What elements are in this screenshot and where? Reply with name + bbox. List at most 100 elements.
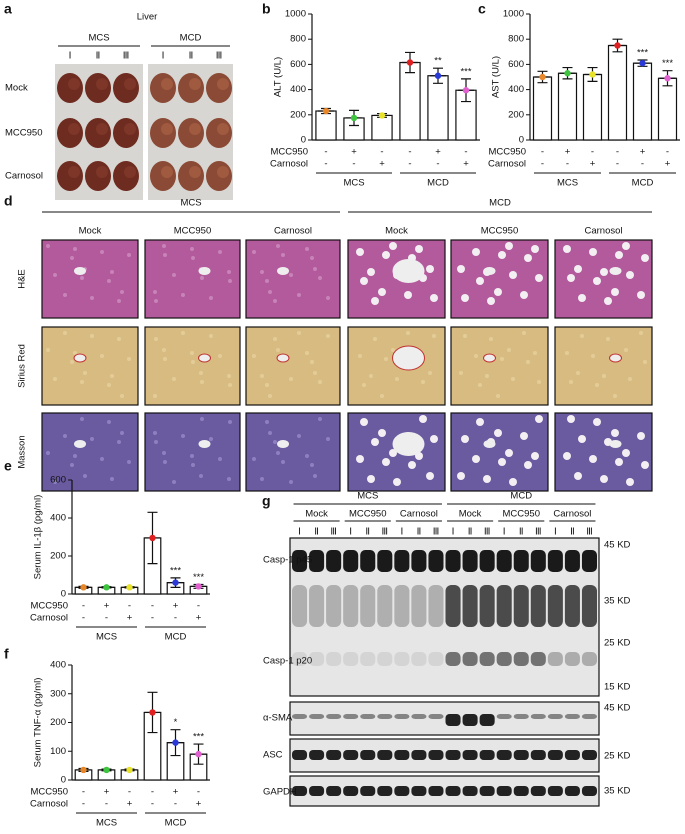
y-tick-label: 600 <box>508 59 524 70</box>
tissue-texture <box>421 380 425 384</box>
condition-sign: + <box>379 159 385 170</box>
tissue-texture <box>567 274 575 282</box>
column-label: Carnosol <box>584 226 622 237</box>
tissue-texture <box>408 461 416 469</box>
significance: *** <box>193 572 204 583</box>
histology-image <box>450 412 549 492</box>
condition-sign: - <box>105 613 108 624</box>
tissue-texture <box>489 337 493 341</box>
tissue-texture <box>153 431 157 435</box>
band <box>564 714 580 719</box>
mean-dot <box>126 584 133 591</box>
bar <box>607 44 628 141</box>
tissue-texture <box>404 291 412 299</box>
tissue-texture <box>228 279 232 283</box>
vessel <box>73 353 87 363</box>
band <box>547 550 563 572</box>
tissue-texture <box>273 299 277 303</box>
treatment-label: Carnosol <box>553 509 591 520</box>
tissue-texture <box>191 360 195 364</box>
treatment-label: Mock <box>459 509 482 520</box>
group-label: MCD <box>165 818 187 829</box>
tissue-texture <box>371 438 379 446</box>
tissue-texture <box>378 429 386 437</box>
band <box>445 714 461 726</box>
tissue-texture <box>318 276 322 280</box>
histology-image <box>144 326 241 406</box>
condition-label: Carnosol <box>270 159 308 170</box>
row-label: Carnosol <box>5 171 43 182</box>
band-label: GAPDH <box>263 787 297 798</box>
panel-label: c <box>478 1 486 17</box>
band <box>564 652 580 666</box>
condition-sign: - <box>151 787 154 798</box>
tissue-texture <box>310 463 314 467</box>
tissue-texture <box>369 374 373 378</box>
replicate-label: Ⅰ <box>162 51 165 62</box>
marker-label: 35 KD <box>604 596 631 607</box>
tissue-texture <box>200 417 204 421</box>
histology-image <box>554 326 653 406</box>
band <box>377 550 393 572</box>
tissue-texture <box>53 480 57 484</box>
tissue-texture <box>120 394 124 398</box>
band <box>343 550 359 572</box>
mean-dot <box>103 584 110 591</box>
row-label: H&E <box>17 269 28 289</box>
tissue-texture <box>606 337 610 341</box>
band <box>547 714 563 719</box>
band <box>360 585 376 627</box>
y-axis-label: AST (U/L) <box>491 56 502 98</box>
liver-lobe <box>68 78 80 90</box>
condition-sign: + <box>665 159 671 170</box>
tissue-texture <box>326 437 330 441</box>
tissue-texture <box>252 354 256 358</box>
tissue-texture <box>281 253 285 257</box>
liver-lobe <box>124 78 136 90</box>
bar <box>632 62 653 141</box>
y-tick-label: 300 <box>50 688 66 699</box>
tissue-texture <box>589 455 597 463</box>
histology-image <box>245 239 341 319</box>
band <box>513 585 529 627</box>
replicate-label: Ⅰ <box>349 527 352 538</box>
tissue-texture <box>110 374 114 378</box>
band-label: ASC <box>263 750 283 761</box>
tissue-texture <box>613 394 617 398</box>
band <box>513 750 529 760</box>
band <box>411 652 427 666</box>
band <box>428 714 444 719</box>
panel-label: d <box>4 193 13 209</box>
band <box>292 652 308 666</box>
tissue-texture <box>276 244 280 248</box>
tissue-texture <box>461 294 469 302</box>
band <box>564 550 580 572</box>
tissue-texture <box>419 415 427 423</box>
treatment-label: MCC950 <box>349 509 387 520</box>
condition-sign: - <box>105 799 108 810</box>
band <box>360 652 376 666</box>
panel-label: b <box>262 1 271 17</box>
band <box>530 550 546 572</box>
band <box>564 585 580 627</box>
y-tick-label: 1000 <box>285 9 306 20</box>
band <box>411 750 427 760</box>
column-label: Mock <box>385 226 408 237</box>
tissue-texture <box>172 377 176 381</box>
mean-dot <box>564 70 571 77</box>
replicate-label: Ⅲ <box>123 51 130 62</box>
row-label: Sirius Red <box>17 344 28 388</box>
liver-lobe <box>189 78 201 90</box>
tissue-texture <box>382 251 390 259</box>
tissue-texture <box>318 380 322 384</box>
tissue-texture <box>297 293 301 297</box>
tissue-texture <box>611 429 619 437</box>
band <box>411 786 427 796</box>
band <box>496 652 512 666</box>
significance: *** <box>637 48 648 59</box>
significance: *** <box>662 58 673 69</box>
tissue-texture <box>276 348 280 352</box>
mean-dot <box>195 750 202 758</box>
tissue-texture <box>181 434 185 438</box>
band <box>326 714 342 719</box>
